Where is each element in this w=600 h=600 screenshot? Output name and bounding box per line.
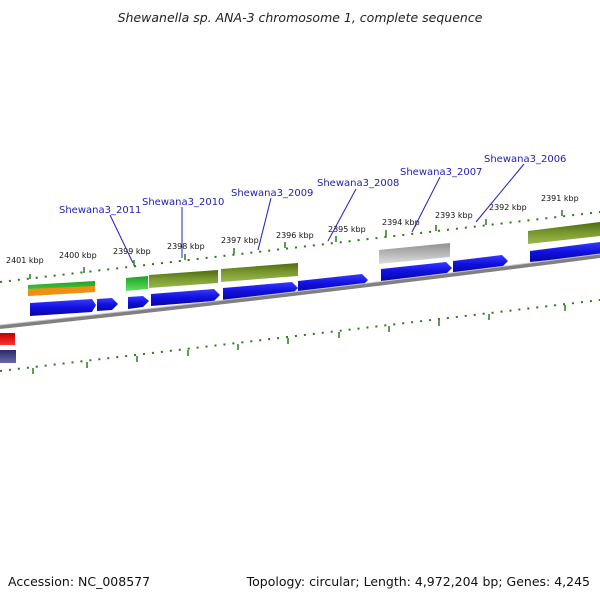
scale-label: 2392 kbp (489, 203, 527, 212)
cds-arrow (151, 289, 220, 306)
gene-track (28, 222, 600, 296)
gene-label: Shewana3_2010 (142, 197, 224, 208)
label-leaders (109, 163, 525, 264)
scale-label: 2399 kbp (113, 247, 151, 256)
gene-feature (126, 276, 148, 291)
map-title: Shewanella sp. ANA-3 chromosome 1, compl… (117, 10, 483, 25)
scale-label: 2398 kbp (167, 242, 205, 251)
cds-arrow (530, 242, 600, 262)
cds-arrow (453, 255, 508, 273)
scale-label: 2400 kbp (59, 251, 97, 260)
gene-feature (379, 243, 450, 264)
gene-label: Shewana3_2011 (59, 205, 141, 216)
gene-feature (149, 270, 218, 288)
scale-label: 2401 kbp (6, 256, 44, 265)
scale-label: 2396 kbp (276, 231, 314, 240)
lower-features (0, 333, 16, 363)
topology-summary: Topology: circular; Length: 4,972,204 bp… (246, 574, 590, 589)
gene-feature (0, 350, 16, 363)
cds-arrow (381, 262, 452, 281)
gene-feature (221, 263, 298, 282)
scale-label: 2391 kbp (541, 194, 579, 203)
gene-feature (0, 333, 15, 345)
gene-label: Shewana3_2008 (317, 178, 399, 189)
sequence-backbone (0, 253, 600, 329)
gene-feature (528, 222, 600, 244)
cds-arrow (298, 274, 368, 293)
scale-label: 2397 kbp (221, 236, 259, 245)
gene-labels: Shewana3_2011 Shewana3_2010 Shewana3_200… (59, 154, 566, 216)
gene-label: Shewana3_2009 (231, 188, 313, 199)
cds-track (30, 242, 600, 316)
gene-label: Shewana3_2006 (484, 154, 566, 165)
lower-scale (0, 299, 600, 374)
cds-arrow (223, 282, 298, 300)
scale-label: 2394 kbp (382, 218, 420, 227)
cds-arrow (97, 298, 118, 311)
cds-arrow (128, 296, 149, 309)
cds-arrow (30, 299, 96, 316)
accession-text: Accession: NC_008577 (8, 574, 151, 589)
upper-scale (0, 210, 600, 283)
gene-label: Shewana3_2007 (400, 167, 482, 178)
scale-label: 2395 kbp (328, 225, 366, 234)
scale-labels: 2401 kbp 2400 kbp 2399 kbp 2398 kbp 2397… (6, 194, 579, 265)
gene-feature (28, 286, 95, 296)
scale-label: 2393 kbp (435, 211, 473, 220)
